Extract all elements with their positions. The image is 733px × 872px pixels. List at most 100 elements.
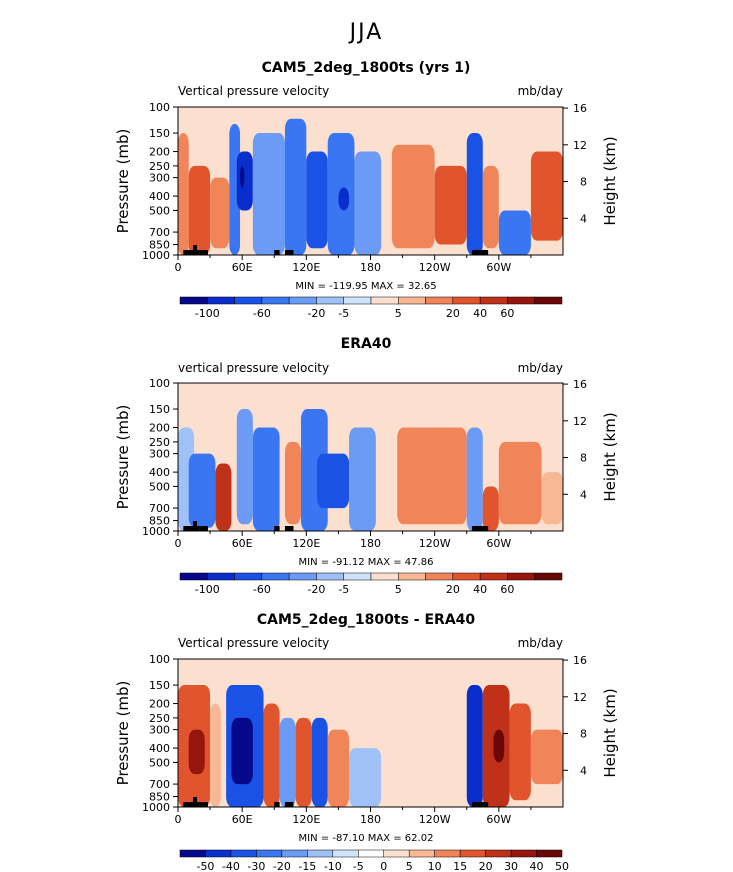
field-band (349, 748, 382, 807)
topography-block (192, 521, 197, 526)
height-tick-label: 8 (580, 728, 587, 741)
colorbar-label: -20 (307, 307, 325, 320)
colorbar-cell (536, 849, 563, 858)
topography-block (274, 250, 280, 255)
y-tick-label: 300 (149, 448, 170, 461)
colorbar-cell (459, 849, 486, 858)
colorbar-cell (307, 849, 334, 858)
colorbar-cell (179, 572, 208, 581)
x-tick-label: 60E (232, 813, 253, 826)
super-title: JJA (349, 20, 384, 45)
y-axis-label-right: Height (km) (601, 688, 619, 777)
x-tick-label: 60W (486, 261, 511, 274)
y-tick-label: 250 (149, 712, 170, 725)
field-band (231, 717, 253, 785)
units-label: mb/day (518, 84, 563, 98)
panel-title: CAM5_2deg_1800ts (yrs 1) (262, 60, 471, 76)
y-tick-label: 400 (149, 190, 170, 203)
field-band (434, 165, 467, 245)
variable-label: vertical pressure velocity (178, 361, 329, 375)
y-tick-label: 500 (149, 480, 170, 493)
colorbar-cell (261, 572, 290, 581)
colorbar-cell (256, 849, 283, 858)
colorbar-cell (316, 572, 344, 581)
y-tick-label: 1000 (142, 525, 170, 538)
y-tick-label: 1000 (142, 249, 170, 262)
y-tick-label: 150 (149, 127, 170, 140)
colorbar-label: -15 (298, 860, 316, 872)
x-tick-label: 180 (360, 261, 381, 274)
field-band (482, 486, 499, 531)
colorbar-label: -60 (253, 307, 271, 320)
colorbar-label: -30 (247, 860, 265, 872)
field-band (349, 427, 376, 531)
colorbar-cell (408, 849, 435, 858)
field-band (530, 151, 563, 241)
colorbar-cell (343, 296, 372, 305)
colorbar-cell (434, 849, 461, 858)
field-band (466, 685, 483, 807)
field-band (466, 427, 483, 531)
colorbar-label: -20 (307, 583, 325, 596)
field-band (188, 729, 205, 775)
colorbar-label: -100 (195, 307, 220, 320)
y-tick-label: 200 (149, 698, 170, 711)
x-tick-label: 120W (419, 537, 451, 550)
topography-block (274, 526, 280, 531)
field-band (279, 717, 296, 807)
x-tick-label: 120E (292, 261, 320, 274)
y-axis-label: Pressure (mb) (114, 405, 132, 510)
y-axis-label-right: Height (km) (601, 412, 619, 501)
colorbar-cell (261, 296, 290, 305)
colorbar-cell (479, 572, 508, 581)
colorbar-cell (510, 849, 537, 858)
colorbar-label: -20 (273, 860, 291, 872)
height-tick-label: 8 (580, 452, 587, 465)
topography-block (199, 802, 208, 807)
topography-block (472, 526, 489, 531)
colorbar-label: -50 (196, 860, 214, 872)
height-tick-label: 16 (573, 378, 587, 391)
field-band (188, 453, 216, 528)
colorbar-cell (234, 296, 263, 305)
field-band (178, 133, 189, 255)
field-band (530, 729, 563, 785)
topography-block (183, 526, 200, 531)
colorbar-cell (288, 572, 317, 581)
colorbar-cell (425, 572, 454, 581)
field-band (229, 123, 241, 255)
y-tick-label: 250 (149, 436, 170, 449)
y-tick-label: 1000 (142, 801, 170, 814)
colorbar-cell (288, 296, 317, 305)
colorbar-cell (534, 572, 563, 581)
y-tick-label: 400 (149, 742, 170, 755)
x-tick-label: 0 (175, 537, 182, 550)
colorbar-label: 5 (395, 307, 402, 320)
field-band (498, 441, 542, 525)
topography-block (199, 250, 208, 255)
colorbar-label: -60 (253, 583, 271, 596)
topography-block (472, 250, 489, 255)
height-tick-label: 12 (573, 139, 587, 152)
topography-block (472, 802, 489, 807)
colorbar-cell (343, 572, 372, 581)
x-tick-label: 120E (292, 813, 320, 826)
colorbar-cell (383, 849, 410, 858)
units-label: mb/day (518, 361, 563, 375)
colorbar-cell (179, 296, 208, 305)
colorbar-cell (370, 572, 399, 581)
height-tick-label: 12 (573, 415, 587, 428)
y-tick-label: 100 (149, 101, 170, 114)
colorbar-label: 40 (530, 860, 544, 872)
y-tick-label: 500 (149, 204, 170, 217)
y-tick-label: 150 (149, 679, 170, 692)
field-band (381, 729, 467, 807)
colorbar-cell (398, 572, 426, 581)
x-tick-label: 120W (419, 813, 451, 826)
height-tick-label: 4 (580, 488, 587, 501)
colorbar-cell (316, 296, 344, 305)
colorbar-cell (234, 572, 263, 581)
x-tick-label: 60W (486, 813, 511, 826)
colorbar-cell (205, 849, 232, 858)
height-tick-label: 16 (573, 102, 587, 115)
